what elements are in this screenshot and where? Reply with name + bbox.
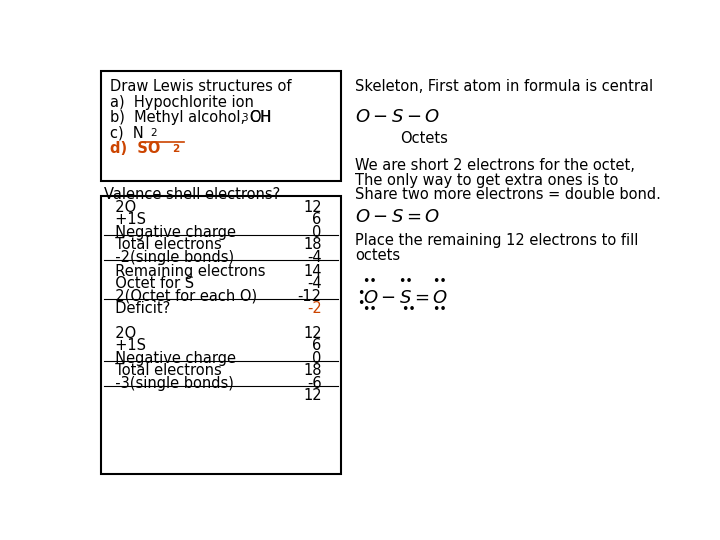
Text: ••: •• <box>432 302 447 316</box>
Text: Skeleton, First atom in formula is central: Skeleton, First atom in formula is centr… <box>355 79 653 94</box>
Text: ••: •• <box>362 275 377 288</box>
Text: Valence shell electrons?: Valence shell electrons? <box>104 187 280 202</box>
Text: 2: 2 <box>150 129 157 138</box>
Text: 12: 12 <box>303 200 322 215</box>
Text: •: • <box>356 287 364 300</box>
Text: ••: •• <box>432 275 447 288</box>
Text: 3: 3 <box>241 113 248 123</box>
FancyBboxPatch shape <box>101 196 341 474</box>
Text: 2O: 2O <box>106 200 136 215</box>
Text: $O - S = O$: $O - S = O$ <box>355 208 441 226</box>
Text: -3(single bonds): -3(single bonds) <box>106 376 233 391</box>
Text: •: • <box>356 297 364 310</box>
Text: 18: 18 <box>303 238 322 252</box>
Text: -4: -4 <box>307 250 322 265</box>
Text: b)  Methyl alcohol, CH: b) Methyl alcohol, CH <box>109 110 271 125</box>
Text: c)  N: c) N <box>109 125 143 140</box>
Text: ••: •• <box>399 275 413 288</box>
Text: Remaining electrons: Remaining electrons <box>106 264 265 279</box>
Text: -4: -4 <box>307 276 322 291</box>
Text: We are short 2 electrons for the octet,: We are short 2 electrons for the octet, <box>355 158 635 173</box>
Text: Negative charge: Negative charge <box>106 351 235 366</box>
Text: -2(single bonds): -2(single bonds) <box>106 250 234 265</box>
Text: Total electrons: Total electrons <box>106 363 221 379</box>
Text: Octets: Octets <box>400 131 448 146</box>
FancyBboxPatch shape <box>101 71 341 181</box>
Text: a)  Hypochlorite ion: a) Hypochlorite ion <box>109 94 253 110</box>
Text: +1S: +1S <box>106 212 145 227</box>
Text: Place the remaining 12 electrons to fill: Place the remaining 12 electrons to fill <box>355 233 639 248</box>
Text: octets: octets <box>355 248 400 263</box>
Text: d)  SO: d) SO <box>109 141 160 156</box>
Text: +1S: +1S <box>106 339 145 353</box>
Text: -12: -12 <box>297 288 322 303</box>
Text: 2(Octet for each O): 2(Octet for each O) <box>106 288 257 303</box>
Text: 14: 14 <box>303 264 322 279</box>
Text: Octet for S: Octet for S <box>106 276 194 291</box>
Text: Draw Lewis structures of: Draw Lewis structures of <box>109 79 291 94</box>
Text: 2: 2 <box>173 144 180 154</box>
Text: 2O: 2O <box>106 326 136 341</box>
Text: 6: 6 <box>312 339 322 353</box>
Text: Negative charge: Negative charge <box>106 225 235 240</box>
Text: ••: •• <box>401 302 416 316</box>
Text: ••: •• <box>362 302 377 316</box>
Text: The only way to get extra ones is to: The only way to get extra ones is to <box>355 173 618 188</box>
Text: Deficit?: Deficit? <box>106 301 170 316</box>
Text: 12: 12 <box>303 388 322 403</box>
Text: 0: 0 <box>312 351 322 366</box>
Text: $O - S - O$: $O - S - O$ <box>355 109 441 126</box>
Text: 18: 18 <box>303 363 322 379</box>
Text: OH: OH <box>250 110 272 125</box>
Text: 12: 12 <box>303 326 322 341</box>
Text: -2: -2 <box>307 301 322 316</box>
Text: -6: -6 <box>307 376 322 391</box>
Text: $O - S = O$: $O - S = O$ <box>364 288 449 307</box>
Text: Total electrons: Total electrons <box>106 238 221 252</box>
Text: 6: 6 <box>312 212 322 227</box>
Text: Share two more electrons = double bond.: Share two more electrons = double bond. <box>355 187 661 202</box>
Text: 0: 0 <box>312 225 322 240</box>
